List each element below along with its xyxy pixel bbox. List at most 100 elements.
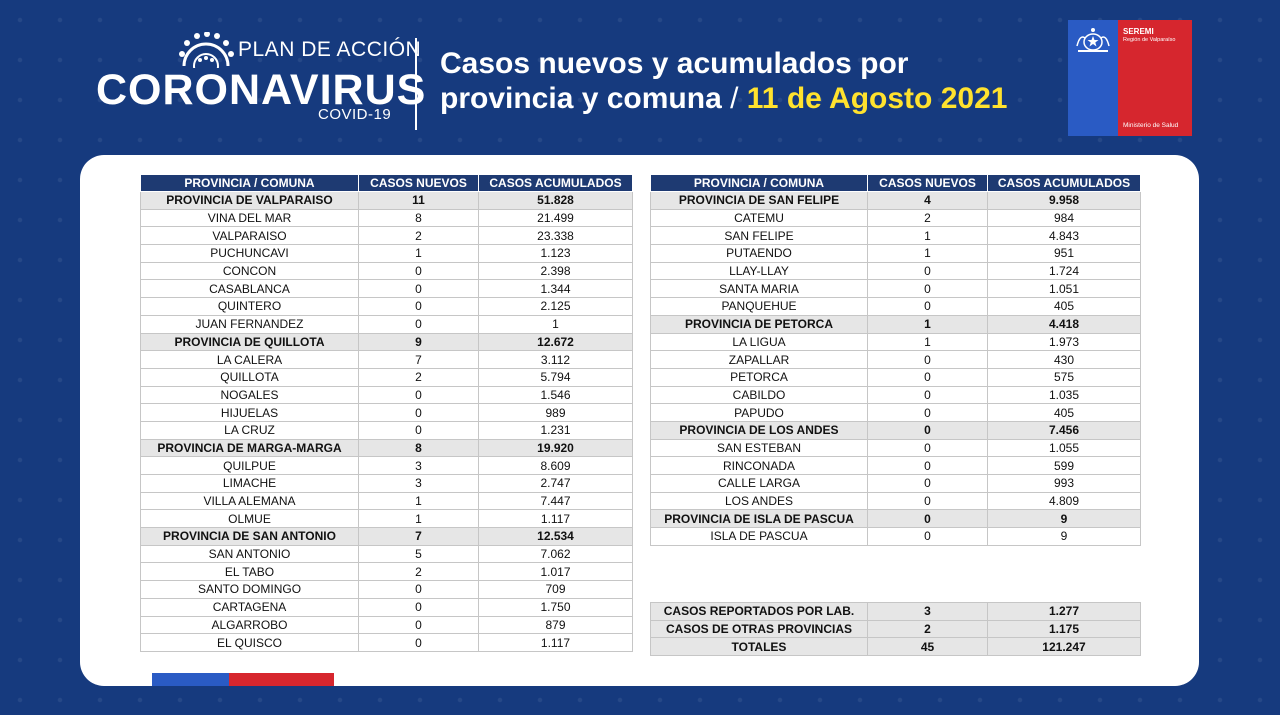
comuna-row: PUCHUNCAVI 1 1.123 <box>140 244 633 263</box>
new-cases-cell: 3 <box>867 602 988 621</box>
comuna-row: SAN FELIPE 1 4.843 <box>650 226 1141 246</box>
coronavirus-icon <box>179 32 234 68</box>
new-cases-cell: 1 <box>358 244 479 263</box>
total-cases-cell: 5.794 <box>478 367 633 387</box>
new-cases-cell: 0 <box>867 385 988 405</box>
new-cases-cell: 2 <box>867 619 988 639</box>
comuna-cell: ALGARROBO <box>140 615 359 635</box>
comuna-row: EL QUISCO 0 1.117 <box>140 633 633 652</box>
comuna-row: LLAY-LLAY 0 1.724 <box>650 261 1141 281</box>
total-cases-cell: 1.035 <box>987 385 1141 405</box>
new-cases-cell: 7 <box>358 527 479 546</box>
column-header-comuna: PROVINCIA / COMUNA <box>140 174 359 192</box>
comuna-row: PUTAENDO 1 951 <box>650 244 1141 263</box>
total-cases-cell: 121.247 <box>987 637 1141 657</box>
gov-color-stripe <box>152 673 334 686</box>
new-cases-cell: 0 <box>358 615 479 635</box>
total-cases-cell: 4.843 <box>987 226 1141 246</box>
total-cases-cell: 19.920 <box>478 438 633 458</box>
total-cases-cell: 4.418 <box>987 314 1141 334</box>
total-cases-cell: 1.055 <box>987 438 1141 458</box>
new-cases-cell: 0 <box>867 420 988 440</box>
total-cases-cell: 984 <box>987 208 1141 228</box>
logo-coronavirus-text: CORONAVIRUS <box>96 66 427 114</box>
total-cases-cell: 1 <box>478 314 633 334</box>
new-cases-cell: 0 <box>867 491 988 511</box>
total-cases-cell: 12.534 <box>478 527 633 546</box>
total-cases-cell: 1.724 <box>987 261 1141 281</box>
right-cases-table: PROVINCIA / COMUNA CASOS NUEVOS CASOS AC… <box>650 174 1141 546</box>
summary-row: CASOS REPORTADOS POR LAB. 3 1.277 <box>650 602 1141 621</box>
stripe-red <box>229 673 334 686</box>
new-cases-cell: 7 <box>358 350 479 369</box>
total-cases-cell: 2.398 <box>478 261 633 281</box>
comuna-row: PETORCA 0 575 <box>650 367 1141 387</box>
province-row: PROVINCIA DE MARGA-MARGA 8 19.920 <box>140 438 633 458</box>
new-cases-cell: 0 <box>867 367 988 387</box>
total-cases-cell: 2.125 <box>478 297 633 316</box>
comuna-cell: JUAN FERNANDEZ <box>140 314 359 334</box>
comuna-row: QUILLOTA 2 5.794 <box>140 367 633 387</box>
column-header-total-cases: CASOS ACUMULADOS <box>478 174 633 192</box>
total-cases-cell: 430 <box>987 350 1141 369</box>
new-cases-cell: 0 <box>358 261 479 281</box>
logo-covid-text: COVID-19 <box>318 106 392 123</box>
new-cases-cell: 0 <box>867 350 988 369</box>
province-row: PROVINCIA DE SAN FELIPE 4 9.958 <box>650 191 1141 210</box>
comuna-row: LIMACHE 3 2.747 <box>140 474 633 493</box>
seremi-red-block: SEREMI Región de Valparaíso Ministerio d… <box>1118 20 1192 136</box>
comuna-cell: QUILLOTA <box>140 367 359 387</box>
total-cases-cell: 1.117 <box>478 509 633 529</box>
left-cases-table: PROVINCIA / COMUNA CASOS NUEVOS CASOS AC… <box>140 174 633 652</box>
total-cases-cell: 9 <box>987 527 1141 546</box>
comuna-cell: OLMUE <box>140 509 359 529</box>
comuna-cell: RINCONADA <box>650 456 868 475</box>
comuna-row: VALPARAISO 2 23.338 <box>140 226 633 246</box>
comuna-row: LA CALERA 7 3.112 <box>140 350 633 369</box>
comuna-row: JUAN FERNANDEZ 0 1 <box>140 314 633 334</box>
total-cases-cell: 1.117 <box>478 633 633 652</box>
comuna-row: SANTA MARIA 0 1.051 <box>650 279 1141 299</box>
comuna-row: CATEMU 2 984 <box>650 208 1141 228</box>
total-cases-cell: 12.672 <box>478 332 633 352</box>
comuna-row: CARTAGENA 0 1.750 <box>140 597 633 617</box>
total-cases-cell: 1.277 <box>987 602 1141 621</box>
title-line-2: provincia y comuna / 11 de Agosto 2021 <box>440 81 1007 116</box>
province-row: PROVINCIA DE QUILLOTA 9 12.672 <box>140 332 633 352</box>
new-cases-cell: 8 <box>358 438 479 458</box>
comuna-cell: ZAPALLAR <box>650 350 868 369</box>
total-cases-cell: 1.973 <box>987 332 1141 352</box>
comuna-cell: QUILPUE <box>140 456 359 475</box>
total-cases-cell: 1.051 <box>987 279 1141 299</box>
province-row: PROVINCIA DE PETORCA 1 4.418 <box>650 314 1141 334</box>
new-cases-cell: 0 <box>867 279 988 299</box>
comuna-cell: PROVINCIA DE SAN FELIPE <box>650 191 868 210</box>
column-header-comuna: PROVINCIA / COMUNA <box>650 174 868 192</box>
comuna-cell: CALLE LARGA <box>650 474 868 493</box>
coat-of-arms-icon <box>1076 28 1110 52</box>
title-separator: / <box>721 82 747 115</box>
new-cases-cell: 0 <box>867 261 988 281</box>
column-header-new-cases: CASOS NUEVOS <box>867 174 988 192</box>
new-cases-cell: 1 <box>867 244 988 263</box>
comuna-row: SAN ESTEBAN 0 1.055 <box>650 438 1141 458</box>
province-row: PROVINCIA DE SAN ANTONIO 7 12.534 <box>140 527 633 546</box>
new-cases-cell: 2 <box>358 562 479 582</box>
comuna-row: HIJUELAS 0 989 <box>140 403 633 422</box>
comuna-row: ALGARROBO 0 879 <box>140 615 633 635</box>
total-cases-cell: 1.017 <box>478 562 633 582</box>
new-cases-cell: 0 <box>358 633 479 652</box>
comuna-cell: PROVINCIA DE LOS ANDES <box>650 420 868 440</box>
comuna-row: QUILPUE 3 8.609 <box>140 456 633 475</box>
new-cases-cell: 3 <box>358 474 479 493</box>
total-cases-cell: 1.123 <box>478 244 633 263</box>
new-cases-cell: 2 <box>867 208 988 228</box>
comuna-cell: EL QUISCO <box>140 633 359 652</box>
total-cases-cell: 575 <box>987 367 1141 387</box>
new-cases-cell: 2 <box>358 367 479 387</box>
comuna-cell: LA CRUZ <box>140 420 359 440</box>
totals-table: CASOS REPORTADOS POR LAB. 3 1.277 CASOS DE … <box>650 602 1141 657</box>
new-cases-cell: 0 <box>867 438 988 458</box>
new-cases-cell: 8 <box>358 208 479 228</box>
total-cases-cell: 9.958 <box>987 191 1141 210</box>
